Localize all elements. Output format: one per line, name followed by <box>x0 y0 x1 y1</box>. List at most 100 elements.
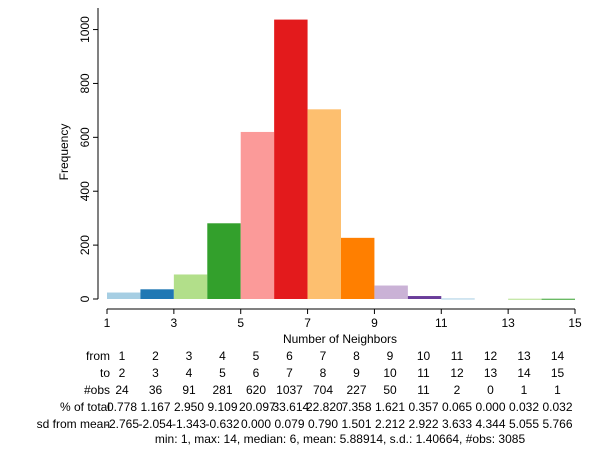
y-tick-label: 200 <box>78 235 92 255</box>
x-tick-label: 9 <box>371 316 378 330</box>
x-tick-label: 13 <box>501 316 515 330</box>
table-cell: 33.614 <box>272 400 310 414</box>
table-cell: 22.820 <box>306 400 343 414</box>
table-cell: 11 <box>417 366 430 380</box>
y-axis: 0 200 400 600 800 1000 <box>78 8 99 302</box>
table-cell: 9.109 <box>207 400 238 414</box>
table-row-label: % of total <box>59 400 110 414</box>
table-row-label: from <box>86 349 110 363</box>
table-cell: -0.632 <box>205 417 240 431</box>
bar-1-2 <box>107 292 141 299</box>
table-cell: 227 <box>346 383 367 397</box>
summary-stats: min: 1, max: 14, median: 6, mean: 5.8891… <box>154 432 526 446</box>
table-cell: 2 <box>152 349 159 363</box>
table-cell: 3.633 <box>441 417 473 431</box>
table-cell: 2.950 <box>173 400 205 414</box>
bars-group <box>107 19 575 300</box>
table-cell: 7.358 <box>341 400 372 414</box>
table-cell: 50 <box>383 383 397 397</box>
table-cell: 3 <box>152 366 159 380</box>
y-tick-label: 400 <box>78 181 92 201</box>
table-cell: 7 <box>286 366 293 380</box>
bar-14-15 <box>541 298 575 300</box>
x-tick-label: 1 <box>104 316 111 330</box>
table-cell: 10 <box>383 366 397 380</box>
y-axis-label: Frequency <box>57 124 71 181</box>
table-cell: 24 <box>115 383 129 397</box>
table-cell: 0.000 <box>475 400 506 414</box>
table-cell: 2.212 <box>374 417 406 431</box>
table-row-label: #obs <box>83 383 110 397</box>
table-cell: 9 <box>386 349 394 363</box>
bar-7-8 <box>307 109 341 299</box>
table-cell: 12 <box>483 349 498 363</box>
table-cell: 10 <box>416 349 431 363</box>
x-tick-label: 3 <box>171 316 178 330</box>
table-cell: 5.055 <box>508 417 540 431</box>
y-tick-label: 0 <box>78 295 92 302</box>
table-cell: 1.167 <box>140 400 171 414</box>
y-tick-label: 800 <box>78 73 92 93</box>
x-axis: 1 3 5 7 9 11 13 15 <box>104 308 582 330</box>
table-cell: 704 <box>312 383 334 397</box>
table-cell: 12 <box>450 366 464 380</box>
table-cell: 3 <box>185 349 193 363</box>
table-cell: 4.344 <box>475 417 506 431</box>
x-tick-label: 11 <box>435 316 448 330</box>
table-cell: 8 <box>319 366 327 380</box>
table-cell: 91 <box>182 383 196 397</box>
table-cell: -1.343 <box>172 417 207 431</box>
x-tick-label: 15 <box>568 316 582 330</box>
table-row-label: to <box>99 366 110 380</box>
table-cell: 1037 <box>276 383 303 397</box>
table-cell: 5 <box>252 349 260 363</box>
table-cell: 14 <box>517 366 531 380</box>
table-cell: 0.000 <box>240 417 272 431</box>
table-cell: 6 <box>252 366 260 380</box>
bar-8-9 <box>341 237 375 299</box>
table-cell: 9 <box>353 366 360 380</box>
table-cell: 7 <box>319 349 327 363</box>
table-cell: 1 <box>118 349 126 363</box>
table-cell: 1.621 <box>374 400 406 414</box>
table-cell: 2.922 <box>408 417 439 431</box>
table-row-label: sd from mean <box>36 417 110 431</box>
bar-3-4 <box>173 274 208 299</box>
table-cell: 6 <box>286 349 293 363</box>
table-cell: 5.766 <box>542 417 573 431</box>
table-cell: 0 <box>487 383 494 397</box>
table-cell: 5 <box>219 366 226 380</box>
bar-2-3 <box>140 289 174 299</box>
bar-6-7 <box>274 19 308 299</box>
table-cell: 4 <box>219 349 226 363</box>
table-cell: 1.501 <box>341 417 372 431</box>
bar-5-6 <box>240 131 275 299</box>
x-axis-label: Number of Neighbors <box>283 332 397 346</box>
table-cell: 4 <box>185 366 193 380</box>
table-cell: 13 <box>517 349 531 363</box>
table-cell: 36 <box>148 383 163 397</box>
table-cell: 1 <box>554 383 561 397</box>
bar-9-10 <box>374 285 408 299</box>
table-cell: 2 <box>118 366 126 380</box>
table-cell: 0.065 <box>441 400 473 414</box>
table-cell: 8 <box>353 349 360 363</box>
table-cell: 11 <box>450 349 464 363</box>
bar-13-14 <box>508 298 542 300</box>
y-tick-label: 600 <box>78 127 92 147</box>
table-cell: 13 <box>483 366 498 380</box>
bar-10-11 <box>407 296 442 299</box>
table-cell: 620 <box>245 383 267 397</box>
table-cell: 0.079 <box>274 417 305 431</box>
table-cell: 1 <box>520 383 528 397</box>
table-cell: 0.790 <box>307 417 339 431</box>
x-tick-label: 7 <box>304 316 311 330</box>
table-cell: 11 <box>417 383 430 397</box>
table-cell: 281 <box>212 383 233 397</box>
table-cell: 0.778 <box>106 400 138 414</box>
table-cell: 0.032 <box>508 400 540 414</box>
bar-4-5 <box>207 223 241 299</box>
table-cell: 0.357 <box>408 400 439 414</box>
table-cell: 15 <box>550 366 565 380</box>
bar-11-12 <box>441 298 475 300</box>
